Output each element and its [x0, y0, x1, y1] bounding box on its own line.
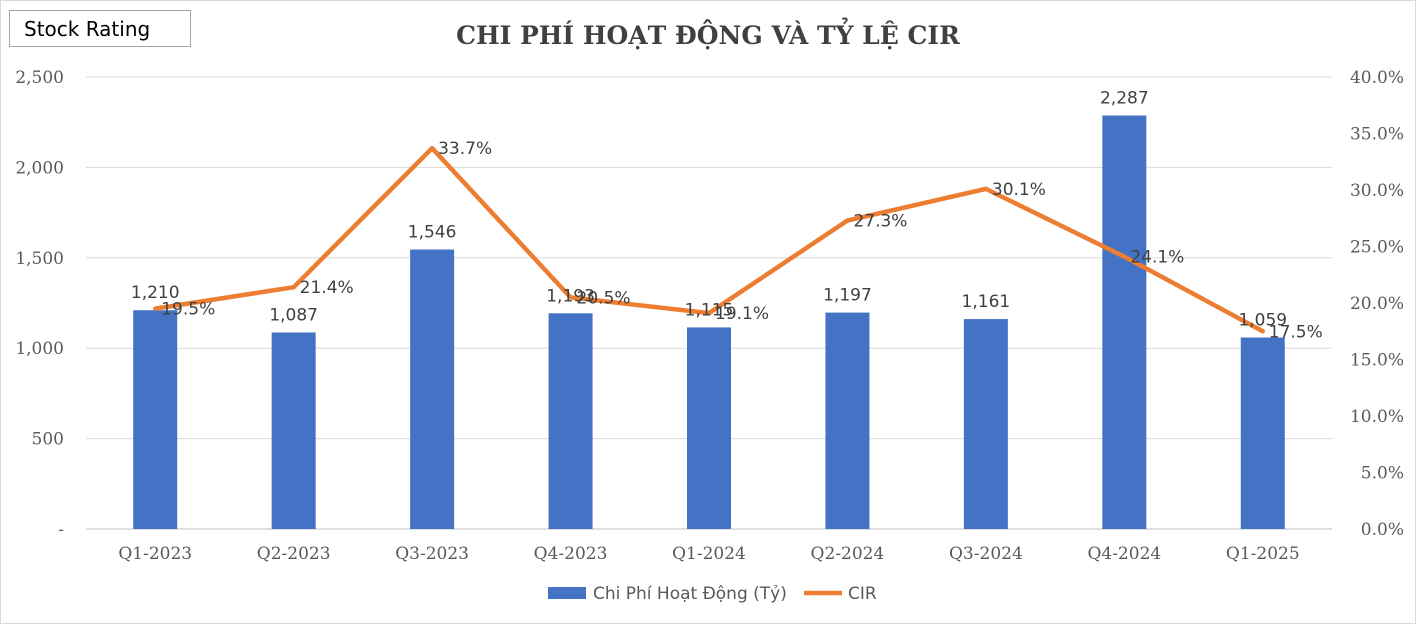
chart-title: CHI PHÍ HOẠT ĐỘNG VÀ TỶ LỆ CIR	[456, 18, 960, 50]
left-tick-label: 1,000	[15, 339, 64, 359]
bar	[687, 327, 731, 529]
right-tick-label: 0.0%	[1361, 520, 1404, 540]
left-tick-label: 2,000	[15, 158, 64, 178]
bar	[1240, 337, 1285, 529]
bar	[410, 249, 455, 529]
bar-data-label: 2,287	[1100, 89, 1149, 109]
bar-data-label: 1,193	[546, 286, 595, 306]
cir-point	[429, 145, 435, 151]
line-series	[153, 145, 1265, 334]
line-data-label: 20.5%	[577, 288, 631, 308]
x-tick-label: Q2-2023	[257, 544, 331, 564]
x-tick-label: Q3-2023	[395, 544, 469, 564]
bar	[548, 313, 593, 529]
cir-point	[153, 306, 158, 311]
x-tick-label: Q1-2023	[118, 544, 192, 564]
bar-data-label: 1,210	[131, 283, 180, 303]
bar-data-label: 1,115	[685, 300, 734, 320]
bar	[133, 310, 178, 529]
bar	[271, 332, 316, 529]
right-tick-label: 25.0%	[1350, 238, 1404, 258]
right-axis: 0.0% 5.0% 10.0% 15.0% 20.0% 25.0% 30.0% 35.0% 40…	[1350, 68, 1404, 540]
line-data-label: 17.5%	[1269, 322, 1323, 342]
left-tick-label: -	[58, 520, 64, 540]
right-tick-label: 30.0%	[1350, 181, 1404, 201]
x-tick-label: Q2-2024	[811, 544, 885, 564]
left-tick-label: 2,500	[15, 68, 64, 88]
legend-bar-label: Chi Phí Hoạt Động (Tỷ)	[593, 584, 787, 604]
cir-point	[291, 284, 296, 290]
line-data-label: 19.1%	[715, 304, 769, 324]
right-tick-label: 40.0%	[1350, 68, 1404, 88]
cir-point	[706, 310, 712, 316]
left-axis: - 500 1,000 1,500 2,000 2,500	[15, 68, 64, 540]
legend-bar-swatch	[548, 587, 586, 599]
cir-point	[568, 295, 573, 300]
cir-point	[1260, 329, 1265, 334]
x-tick-label: Q4-2023	[534, 544, 608, 564]
data-labels: 1,210 1,087 1,546 1,193 1,115 1,197 1,161 2,287…	[131, 89, 1323, 343]
bar-data-label: 1,059	[1238, 311, 1287, 331]
legend: Chi Phí Hoạt Động (Tỷ) CIR	[548, 584, 877, 604]
line-data-label: 33.7%	[438, 139, 492, 159]
cir-point	[845, 218, 850, 223]
bar-data-label: 1,546	[408, 222, 457, 242]
line-data-label: 27.3%	[853, 212, 907, 232]
right-tick-label: 15.0%	[1350, 351, 1404, 371]
line-data-label: 21.4%	[300, 278, 354, 298]
cir-point	[1122, 254, 1127, 259]
legend-line-label: CIR	[848, 584, 877, 604]
bar-data-label: 1,197	[823, 286, 872, 306]
right-tick-label: 10.0%	[1350, 407, 1404, 427]
right-tick-label: 35.0%	[1350, 125, 1404, 145]
bar-series	[133, 115, 1285, 529]
x-axis: Q1-2023 Q2-2023 Q3-2023 Q4-2023 Q1-2024 Q2-20…	[118, 544, 1299, 564]
right-tick-label: 20.0%	[1350, 294, 1404, 314]
x-tick-label: Q1-2025	[1226, 544, 1300, 564]
bar	[825, 312, 870, 529]
right-tick-label: 5.0%	[1361, 464, 1404, 484]
bar	[1102, 115, 1147, 529]
brand-label: Stock Rating	[9, 10, 191, 47]
line-data-label: 24.1%	[1130, 248, 1184, 268]
line-data-label: 30.1%	[992, 180, 1046, 200]
x-tick-label: Q4-2024	[1087, 544, 1161, 564]
left-tick-label: 500	[32, 430, 64, 450]
x-tick-label: Q3-2024	[949, 544, 1023, 564]
line-data-label: 19.5%	[161, 300, 215, 320]
bar-data-label: 1,161	[962, 292, 1011, 312]
bar-data-label: 1,087	[269, 305, 318, 325]
left-tick-label: 1,500	[15, 249, 64, 269]
bar	[963, 319, 1008, 529]
x-tick-label: Q1-2024	[672, 544, 746, 564]
cir-point	[983, 186, 989, 192]
